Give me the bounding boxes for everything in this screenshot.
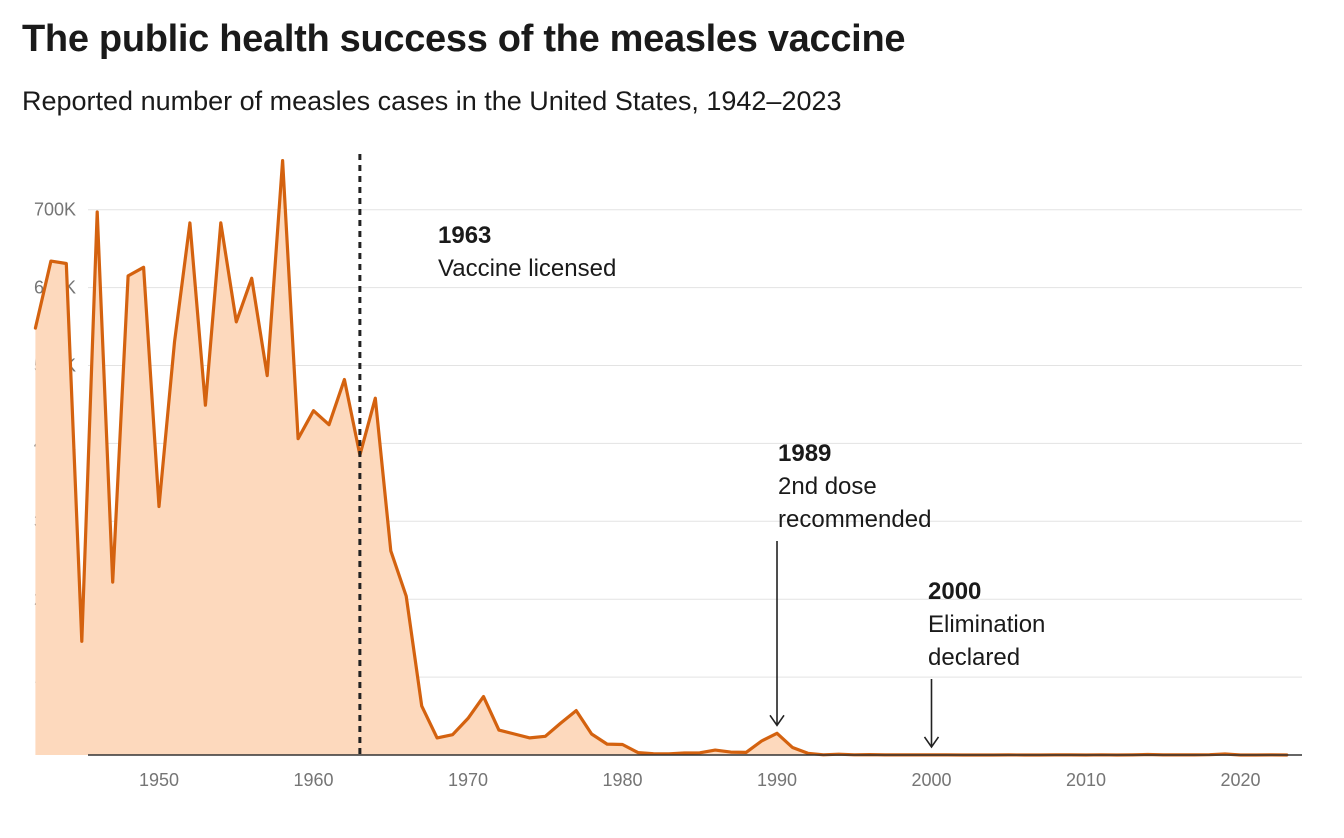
- x-tick-label: 1960: [294, 770, 334, 790]
- annotation-arrowhead: [923, 736, 940, 749]
- annotation-text: declared: [928, 644, 1020, 671]
- series-layer: [33, 159, 1302, 757]
- annotations-layer: 1963 Vaccine licensed 1989 2nd dose recommen…: [358, 154, 1045, 755]
- x-tick-label: 1950: [139, 770, 179, 790]
- x-tick-label: 2000: [911, 770, 951, 790]
- annotation-arrowhead: [769, 714, 785, 727]
- x-tick-label: 1980: [602, 770, 642, 790]
- annotation-year: 2000: [928, 578, 981, 605]
- x-tick-label: 2020: [1220, 770, 1260, 790]
- annotation-year: 1989: [778, 440, 831, 467]
- annotation-text: 2nd dose: [778, 473, 877, 500]
- annotation-text: Elimination: [928, 611, 1045, 638]
- annotation-text: recommended: [778, 506, 931, 533]
- y-tick-label: 700K: [34, 200, 76, 220]
- x-axis-labels: 1950 1960 1970 1980 1990 2000 2010 2020: [139, 770, 1260, 790]
- annotation-text: Vaccine licensed: [438, 255, 616, 282]
- chart-title: The public health success of the measles…: [22, 18, 906, 60]
- chart-subtitle: Reported number of measles cases in the …: [22, 86, 842, 116]
- annotation-year: 1963: [438, 222, 491, 249]
- x-tick-label: 1990: [757, 770, 797, 790]
- x-tick-label: 2010: [1066, 770, 1106, 790]
- x-tick-label: 1970: [448, 770, 488, 790]
- cases-area: [35, 160, 1287, 756]
